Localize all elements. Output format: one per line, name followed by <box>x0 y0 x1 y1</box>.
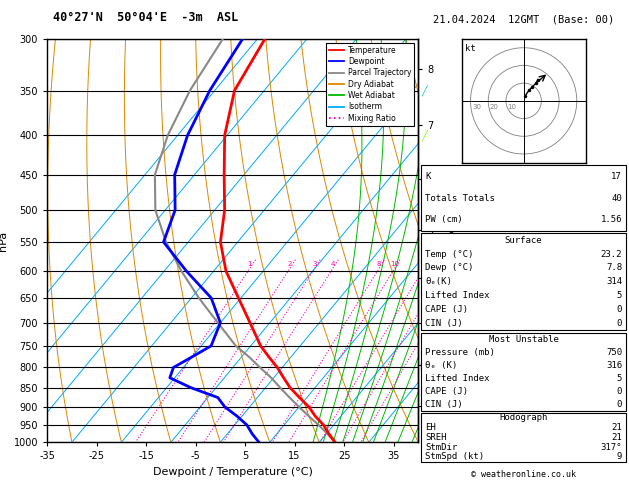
Text: PW (cm): PW (cm) <box>425 215 463 225</box>
Text: 316: 316 <box>606 361 622 370</box>
Text: ╱: ╱ <box>421 292 427 304</box>
Text: ╱: ╱ <box>421 85 427 96</box>
X-axis label: Dewpoint / Temperature (°C): Dewpoint / Temperature (°C) <box>153 467 313 477</box>
Text: θₑ(K): θₑ(K) <box>425 278 452 286</box>
Text: 5: 5 <box>616 291 622 300</box>
Text: Lifted Index: Lifted Index <box>425 374 490 383</box>
Text: Hodograph: Hodograph <box>499 414 548 422</box>
Text: Mixing Ratio (g/kg): Mixing Ratio (g/kg) <box>448 198 457 283</box>
Text: 20: 20 <box>490 104 499 110</box>
Text: kt: kt <box>465 44 476 53</box>
Text: 10: 10 <box>390 261 399 267</box>
Text: 17: 17 <box>611 172 622 181</box>
Text: Dewp (°C): Dewp (°C) <box>425 263 474 273</box>
Text: Pressure (mb): Pressure (mb) <box>425 348 495 357</box>
Text: 7.8: 7.8 <box>606 263 622 273</box>
Text: 0: 0 <box>616 305 622 314</box>
Text: 0: 0 <box>616 399 622 409</box>
Text: 2: 2 <box>287 261 292 267</box>
Text: Temp (°C): Temp (°C) <box>425 250 474 259</box>
Text: 23.2: 23.2 <box>601 250 622 259</box>
Text: 5: 5 <box>616 374 622 383</box>
Text: ╱: ╱ <box>421 169 427 181</box>
Text: 3: 3 <box>313 261 317 267</box>
Text: ╱: ╱ <box>421 340 427 352</box>
Text: 21: 21 <box>611 433 622 442</box>
Text: 4: 4 <box>331 261 335 267</box>
Text: 40: 40 <box>611 193 622 203</box>
Text: © weatheronline.co.uk: © weatheronline.co.uk <box>471 469 576 479</box>
Text: CIN (J): CIN (J) <box>425 319 463 328</box>
Text: CAPE (J): CAPE (J) <box>425 387 468 396</box>
Text: 9: 9 <box>616 452 622 461</box>
Text: LCL: LCL <box>420 363 435 372</box>
Text: 10: 10 <box>508 104 516 110</box>
Text: 750: 750 <box>606 348 622 357</box>
Text: 1.56: 1.56 <box>601 215 622 225</box>
Text: 0: 0 <box>616 387 622 396</box>
Text: 40°27'N  50°04'E  -3m  ASL: 40°27'N 50°04'E -3m ASL <box>53 11 239 24</box>
Text: 314: 314 <box>606 278 622 286</box>
Legend: Temperature, Dewpoint, Parcel Trajectory, Dry Adiabat, Wet Adiabat, Isotherm, Mi: Temperature, Dewpoint, Parcel Trajectory… <box>326 43 415 125</box>
Text: 0: 0 <box>616 319 622 328</box>
Text: K: K <box>425 172 431 181</box>
Text: Totals Totals: Totals Totals <box>425 193 495 203</box>
Text: SREH: SREH <box>425 433 447 442</box>
Text: 8: 8 <box>377 261 381 267</box>
Text: 317°: 317° <box>601 443 622 451</box>
Text: EH: EH <box>425 423 436 432</box>
Text: 30: 30 <box>472 104 481 110</box>
Text: ╱: ╱ <box>421 129 427 141</box>
Y-axis label: hPa: hPa <box>0 230 8 251</box>
Text: ╱: ╱ <box>421 317 427 329</box>
Text: θₑ (K): θₑ (K) <box>425 361 457 370</box>
Text: ╱: ╱ <box>421 382 427 394</box>
Text: CIN (J): CIN (J) <box>425 399 463 409</box>
Text: ╱: ╱ <box>421 419 427 431</box>
Text: Lifted Index: Lifted Index <box>425 291 490 300</box>
Text: 21.04.2024  12GMT  (Base: 00): 21.04.2024 12GMT (Base: 00) <box>433 14 615 24</box>
Text: ╱: ╱ <box>421 236 427 248</box>
Text: StmDir: StmDir <box>425 443 457 451</box>
Y-axis label: km
ASL: km ASL <box>437 231 458 250</box>
Text: CAPE (J): CAPE (J) <box>425 305 468 314</box>
Text: StmSpd (kt): StmSpd (kt) <box>425 452 484 461</box>
Text: 21: 21 <box>611 423 622 432</box>
Text: 1: 1 <box>248 261 252 267</box>
Text: Surface: Surface <box>505 236 542 245</box>
Text: Most Unstable: Most Unstable <box>489 335 559 344</box>
